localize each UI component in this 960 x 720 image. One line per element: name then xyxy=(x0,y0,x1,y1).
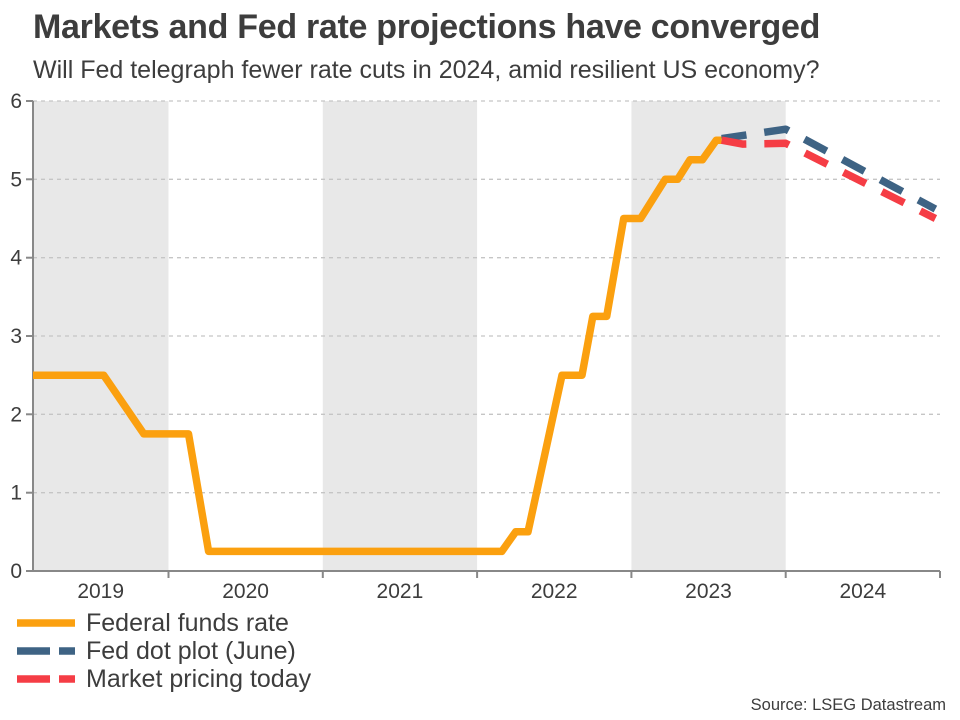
y-tick-label-2: 2 xyxy=(10,403,22,426)
x-tick-label-2022: 2022 xyxy=(531,580,578,603)
y-tick-label-6: 6 xyxy=(10,90,22,113)
chart-subtitle: Will Fed telegraph fewer rate cuts in 20… xyxy=(33,56,820,84)
series-market-pricing-today xyxy=(721,136,938,222)
legend-item-market-pricing: Market pricing today xyxy=(16,665,311,693)
x-tick-label-2023: 2023 xyxy=(685,580,732,603)
legend-item-federal-funds-rate: Federal funds rate xyxy=(16,609,311,637)
x-tick-label-2020: 2020 xyxy=(222,580,269,603)
y-tick-label-5: 5 xyxy=(10,168,22,191)
legend-label: Fed dot plot (June) xyxy=(86,637,296,665)
series-federal-funds-rate xyxy=(33,136,722,556)
legend-swatch-dashed-line-icon xyxy=(17,647,75,655)
y-tick-label-4: 4 xyxy=(10,247,22,270)
legend-item-fed-dot-plot: Fed dot plot (June) xyxy=(16,637,311,665)
y-tick-label-1: 1 xyxy=(10,482,22,505)
legend-swatch-solid-line-icon xyxy=(17,619,75,627)
x-tick-label-2024: 2024 xyxy=(839,580,886,603)
source-attribution: Source: LSEG Datastream xyxy=(750,696,946,714)
x-tick-label-2019: 2019 xyxy=(77,580,124,603)
legend-swatch-dashed-line-icon xyxy=(17,675,75,683)
y-tick-label-0: 0 xyxy=(10,560,22,583)
y-tick-label-3: 3 xyxy=(10,325,22,348)
x-tick-label-2021: 2021 xyxy=(377,580,424,603)
series-fed-dot-plot-june xyxy=(721,125,938,213)
chart-title: Markets and Fed rate projections have co… xyxy=(33,8,821,46)
legend-label: Federal funds rate xyxy=(86,609,289,637)
chart-legend: Federal funds rate Fed dot plot (June) M… xyxy=(16,609,311,693)
legend-label: Market pricing today xyxy=(86,665,312,693)
